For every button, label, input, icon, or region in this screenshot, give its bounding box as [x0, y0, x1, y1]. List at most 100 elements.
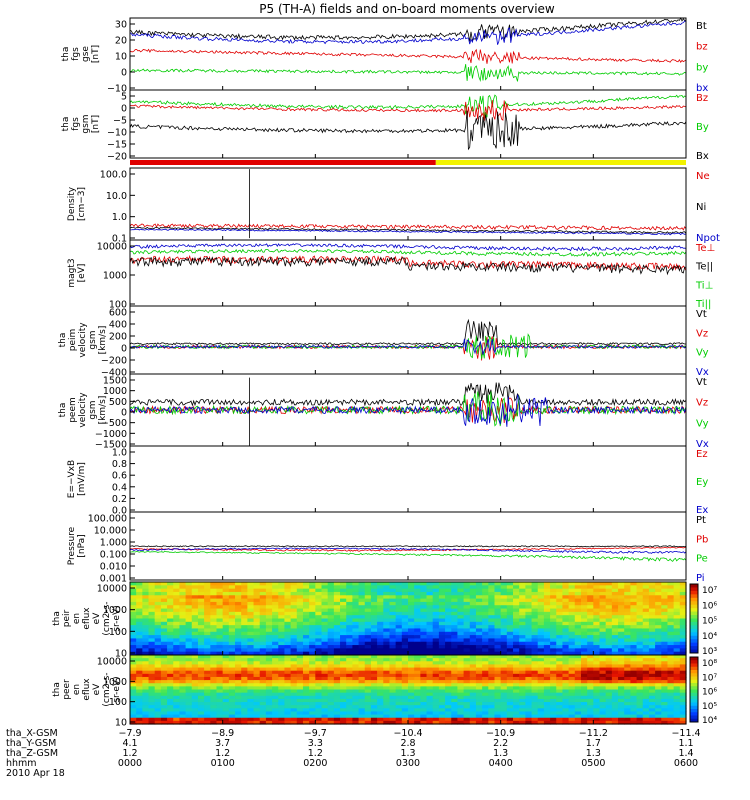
peer-spectrogram-cell	[333, 711, 341, 716]
peer-spectrogram-cell	[587, 692, 594, 697]
peir-spectrogram-cell	[136, 588, 143, 593]
peer-spectrogram-cell	[197, 698, 205, 703]
peer-spectrogram-cell	[346, 720, 353, 725]
peir-spectrogram-cell	[191, 591, 199, 596]
peer-spectrogram-cell	[191, 702, 199, 706]
colorbar-cell-peer-spec	[690, 657, 698, 661]
peer-spectrogram-cell	[179, 689, 187, 694]
peer-spectrogram-cell	[383, 714, 391, 719]
peer-spectrogram-cell	[401, 686, 409, 691]
peer-spectrogram-cell	[556, 686, 564, 691]
peer-spectrogram-cell	[642, 655, 650, 659]
peir-spectrogram-cell	[488, 618, 496, 623]
peer-spectrogram-cell	[605, 655, 613, 659]
peir-spectrogram-cell	[142, 641, 150, 646]
peer-spectrogram-cell	[580, 714, 588, 719]
peir-spectrogram-cell	[624, 628, 631, 633]
peer-spectrogram-cell	[154, 705, 162, 709]
peer-spectrogram-cell	[272, 689, 279, 694]
peir-spectrogram-cell	[457, 591, 465, 596]
peir-spectrogram-cell	[352, 638, 360, 643]
peir-spectrogram-cell	[624, 598, 631, 603]
peer-spectrogram-cell	[679, 664, 687, 669]
peir-spectrogram-cell	[482, 598, 489, 603]
peer-spectrogram-cell	[370, 689, 378, 694]
peer-spectrogram-cell	[494, 708, 502, 713]
peir-spectrogram-cell	[482, 618, 489, 623]
peir-spectrogram-cell	[432, 635, 440, 640]
peer-spectrogram-cell	[513, 714, 520, 719]
peer-spectrogram-cell	[228, 683, 236, 687]
peir-spectrogram-cell	[265, 598, 273, 603]
peer-spectrogram-cell	[364, 676, 372, 681]
peir-spectrogram-cell	[408, 595, 415, 600]
peer-spectrogram-cell	[272, 655, 279, 659]
peir-spectrogram-cell	[370, 631, 378, 636]
peer-spectrogram-cell	[389, 683, 397, 687]
peir-spectrogram-cell	[370, 621, 378, 626]
peir-spectrogram-cell	[247, 601, 255, 606]
peer-spectrogram-cell	[469, 661, 477, 666]
peer-spectrogram-cell	[611, 695, 619, 700]
peir-spectrogram-cell	[247, 641, 255, 646]
peer-spectrogram-cell	[259, 664, 267, 669]
peer-spectrogram-cell	[321, 661, 329, 666]
peer-spectrogram-cell	[235, 673, 242, 678]
peer-spectrogram-cell	[241, 658, 248, 662]
peir-spectrogram-cell	[655, 625, 662, 630]
peir-spectrogram-cell	[611, 631, 619, 636]
peer-spectrogram-cell	[340, 673, 347, 678]
peir-spectrogram-cell	[580, 615, 588, 620]
colorbar-cell-peer-spec	[690, 709, 698, 713]
peer-spectrogram-cell	[426, 720, 434, 725]
peir-spectrogram-cell	[204, 605, 211, 610]
peir-spectrogram-cell	[130, 621, 137, 626]
peer-spectrogram-cell	[550, 686, 557, 691]
peir-spectrogram-cell	[210, 615, 218, 620]
peir-spectrogram-cell	[475, 641, 483, 646]
peer-spectrogram-cell	[494, 686, 502, 691]
peer-spectrogram-cell	[173, 658, 181, 662]
peir-spectrogram-cell	[475, 638, 483, 643]
peer-spectrogram-cell	[395, 683, 403, 687]
orbit-label: 2010 Apr 18	[6, 768, 65, 779]
peer-spectrogram-cell	[185, 711, 193, 716]
orbit-value: −9.7	[304, 728, 327, 739]
peir-spectrogram-cell	[395, 601, 403, 606]
peir-spectrogram-cell	[605, 638, 613, 643]
peer-spectrogram-cell	[377, 708, 384, 713]
peer-spectrogram-cell	[580, 695, 588, 700]
peir-spectrogram-cell	[426, 651, 434, 656]
peer-spectrogram-cell	[482, 692, 489, 697]
peer-spectrogram-cell	[352, 673, 360, 678]
peir-spectrogram-cell	[216, 591, 224, 596]
peer-spectrogram-cell	[525, 670, 533, 675]
peer-spectrogram-cell	[358, 698, 366, 703]
peir-spectrogram-cell	[531, 648, 539, 653]
peir-spectrogram-cell	[624, 595, 631, 600]
peer-spectrogram-cell	[154, 695, 162, 700]
peir-spectrogram-cell	[247, 588, 255, 593]
peer-spectrogram-cell	[469, 689, 477, 694]
peer-spectrogram-cell	[142, 683, 150, 687]
peer-spectrogram-cell	[259, 686, 267, 691]
peir-spectrogram-cell	[173, 631, 181, 636]
peer-spectrogram-cell	[593, 661, 601, 666]
peir-spectrogram-cell	[488, 591, 496, 596]
peir-spectrogram-cell	[253, 591, 261, 596]
peir-spectrogram-cell	[568, 621, 576, 626]
peer-spectrogram-cell	[562, 658, 570, 662]
peer-spectrogram-cell	[661, 705, 669, 709]
peir-spectrogram-cell	[488, 598, 496, 603]
ytick-label-efield: 1.0	[112, 448, 127, 459]
peer-spectrogram-cell	[513, 708, 520, 713]
peir-spectrogram-cell	[661, 631, 669, 636]
peir-spectrogram-cell	[228, 605, 236, 610]
peer-spectrogram-cell	[383, 676, 391, 681]
peir-spectrogram-cell	[475, 625, 483, 630]
peer-spectrogram-cell	[525, 717, 533, 722]
peir-spectrogram-cell	[148, 605, 156, 610]
peer-spectrogram-cell	[130, 711, 137, 716]
peer-spectrogram-cell	[648, 655, 656, 659]
peer-spectrogram-cell	[618, 667, 625, 672]
